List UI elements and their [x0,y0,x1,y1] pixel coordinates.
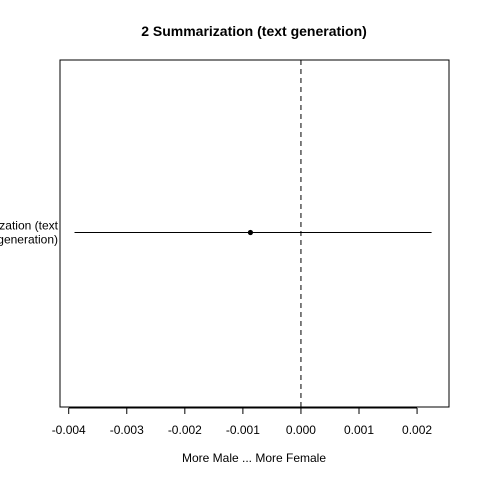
category-label: Summarization (text [0,219,59,233]
category-label: generation) [0,233,58,247]
x-tick-label: -0.004 [52,423,86,437]
x-tick-label: -0.003 [110,423,144,437]
x-tick-label: 0.001 [344,423,374,437]
point-estimate [247,229,254,236]
chart-title: 2 Summarization (text generation) [141,23,367,39]
x-axis-label: More Male ... More Female [182,451,326,465]
plot-frame [59,59,450,408]
x-axis: -0.004 -0.003 -0.002 -0.001 0.000 0.001 0.002 [52,407,432,437]
x-tick-label: 0.002 [402,423,432,437]
x-tick-label: 0.000 [286,423,316,437]
data-marks [74,229,432,236]
x-tick-label: -0.002 [168,423,202,437]
x-tick-label: -0.001 [226,423,260,437]
